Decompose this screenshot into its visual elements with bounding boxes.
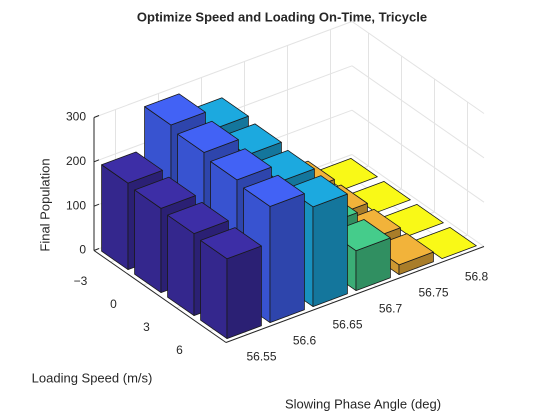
- z-tick-label: 100: [66, 198, 86, 212]
- z-tick-label: 200: [66, 154, 86, 168]
- bar-front: [269, 193, 305, 324]
- x-tick-label: 56.7: [379, 302, 403, 316]
- y-tick-label: 6: [176, 343, 183, 357]
- y-tick-label: 3: [143, 320, 150, 334]
- x-tick-label: 56.55: [246, 350, 276, 364]
- bar-top: [134, 176, 196, 209]
- z-tick: [93, 248, 100, 251]
- grid-line: [93, 21, 353, 118]
- z-tick-label: 300: [66, 110, 86, 124]
- chart-title: Optimize Speed and Loading On-Time, Tric…: [137, 9, 427, 24]
- grid-line: [351, 65, 485, 159]
- grid-line: [351, 21, 485, 114]
- z-tick: [93, 203, 100, 207]
- y-axis-label: Loading Speed (m/s): [32, 370, 153, 385]
- y-tick-label: −3: [74, 274, 88, 288]
- x-axis: [225, 246, 485, 343]
- bar-top: [144, 93, 206, 126]
- x-tick-label: 56.6: [293, 334, 317, 348]
- y-tick-label: 0: [110, 297, 117, 311]
- bar-top: [101, 151, 163, 184]
- x-tick-label: 56.75: [418, 286, 448, 300]
- grid-line: [351, 109, 485, 203]
- bar-top: [177, 120, 239, 153]
- y-axis: [93, 250, 227, 343]
- bar-top: [200, 227, 262, 260]
- bar-top: [167, 201, 229, 234]
- x-tick-label: 56.65: [332, 318, 362, 332]
- bar-front: [312, 193, 348, 308]
- bar-top: [210, 148, 272, 181]
- bar-top: [243, 174, 305, 207]
- grid-line: [351, 154, 485, 247]
- z-tick: [93, 115, 100, 118]
- x-axis-label: Slowing Phase Angle (deg): [285, 396, 441, 411]
- z-axis-label: Final Population: [37, 158, 52, 251]
- x-tick-label: 56.8: [465, 270, 489, 284]
- z-tick-label: 0: [79, 243, 86, 257]
- z-tick: [93, 159, 100, 163]
- bar-front: [226, 245, 262, 340]
- bar: [200, 227, 262, 340]
